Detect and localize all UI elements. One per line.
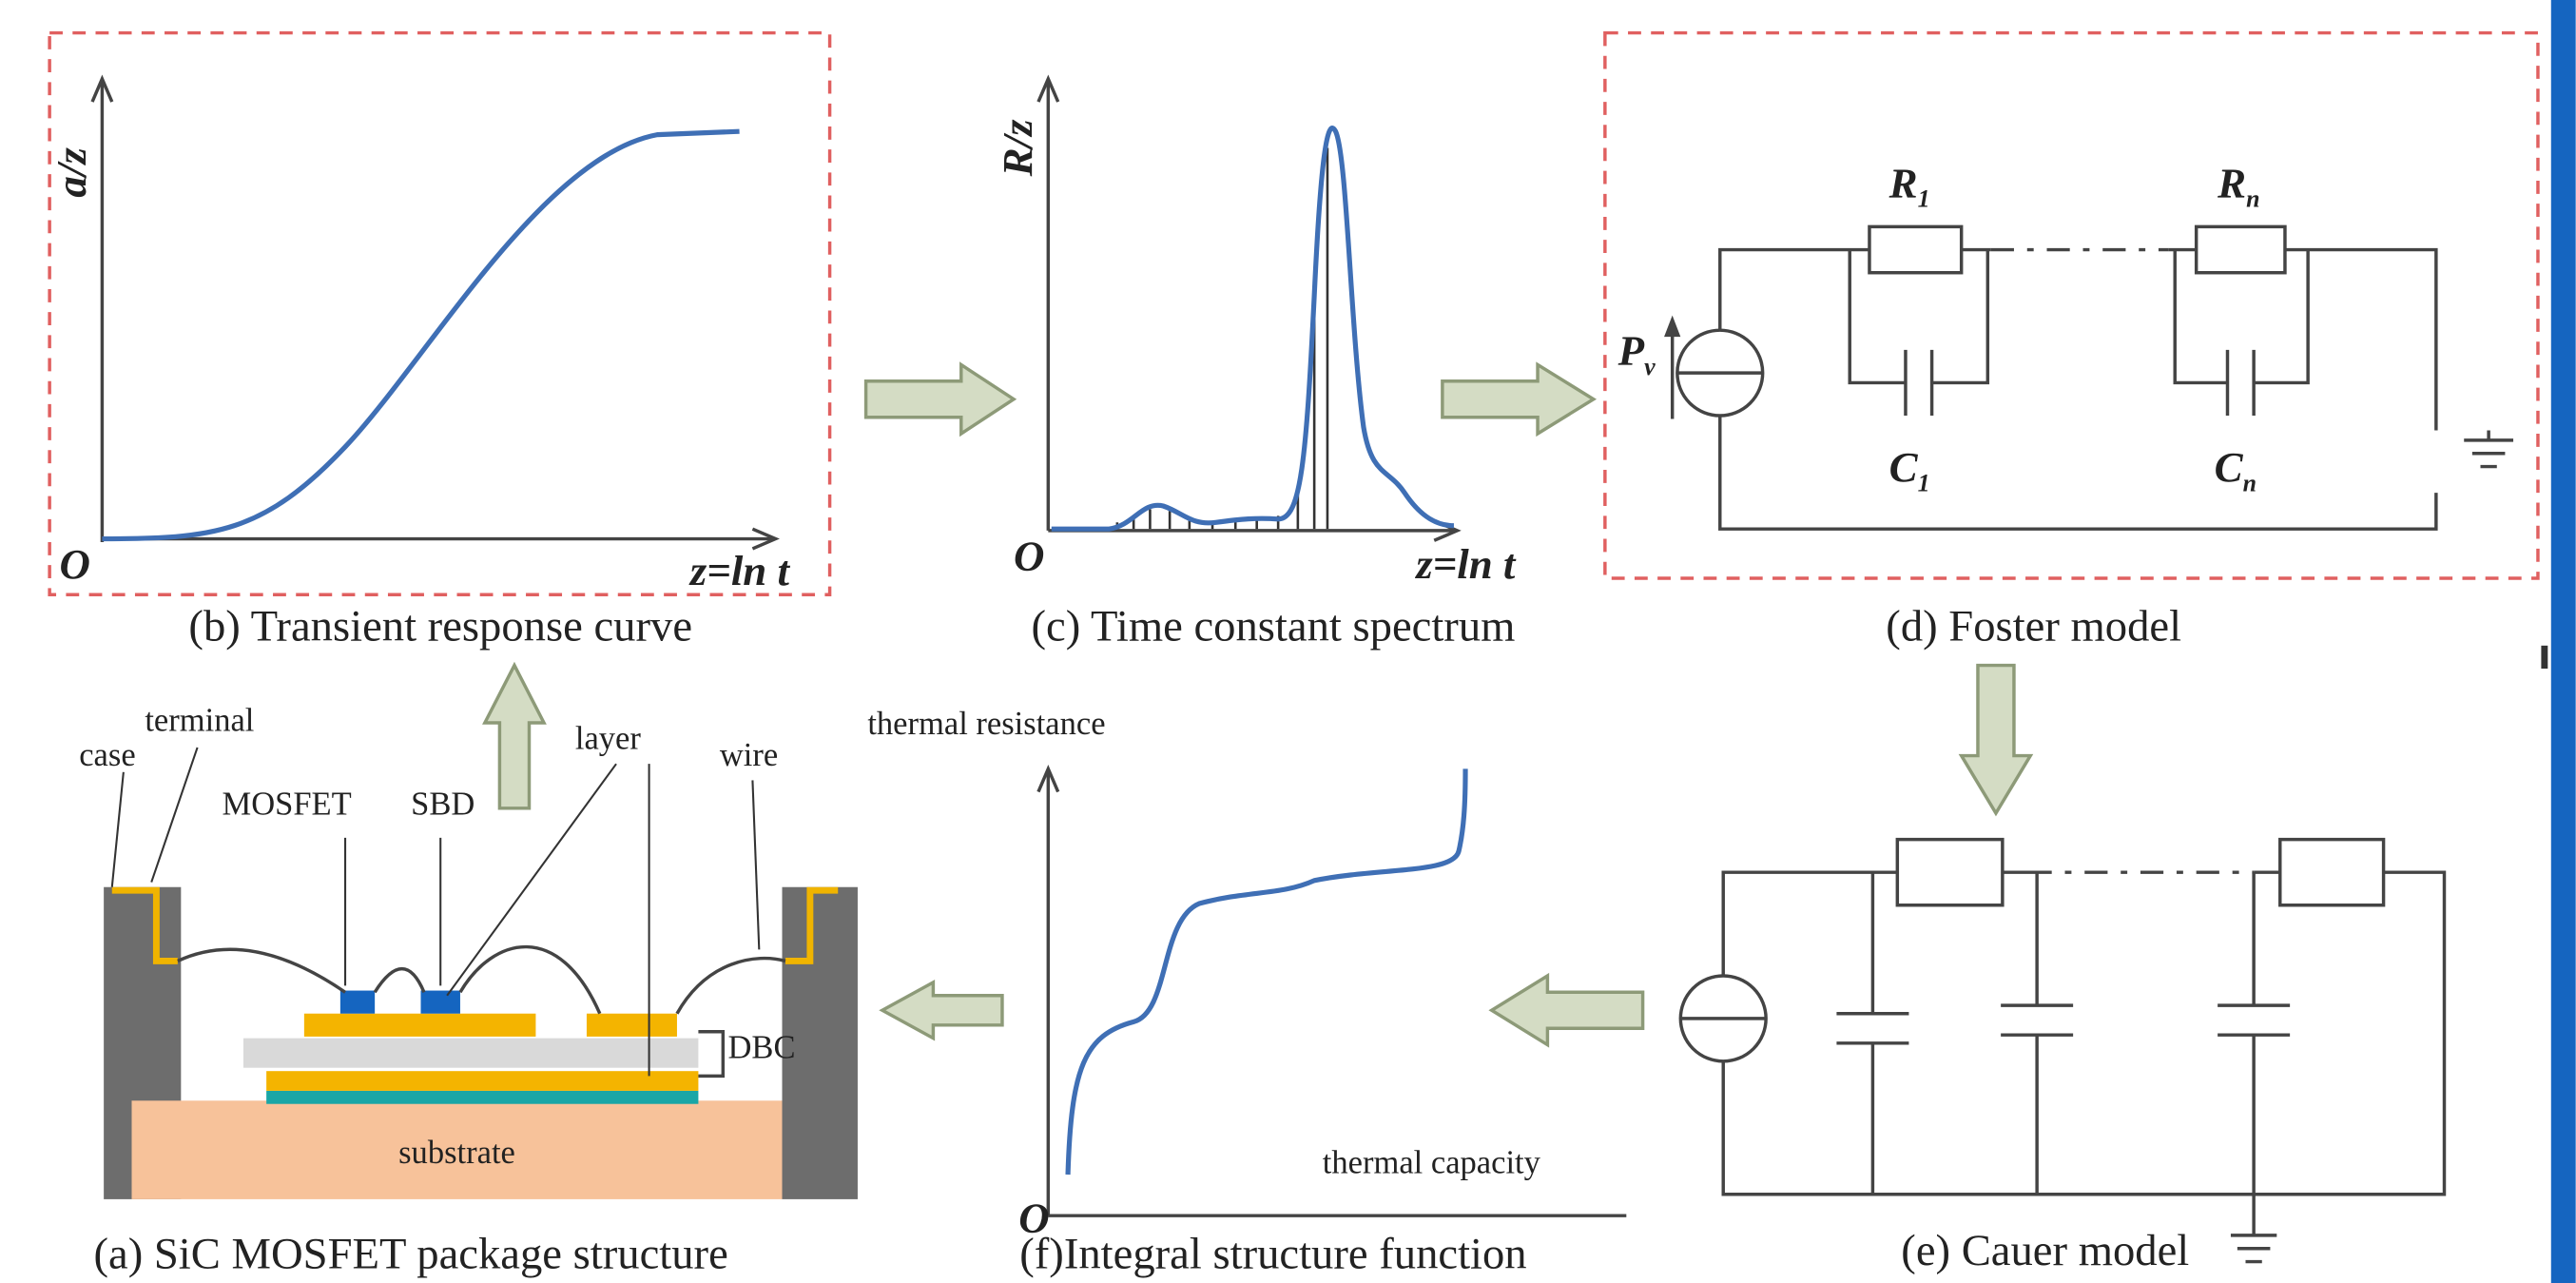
part-label: DBC	[728, 1029, 796, 1065]
part-label: layer	[575, 721, 642, 757]
capacitor-label-part: n	[2243, 469, 2256, 496]
panel-a-part	[586, 1013, 677, 1037]
capacitor-label: Cn	[2215, 443, 2256, 496]
y-axis-label: thermal resistance	[867, 706, 1105, 742]
panel-b-part	[751, 527, 780, 551]
panel-a-part-part	[751, 780, 761, 950]
part-label: substrate	[398, 1135, 515, 1171]
panel-e: (e) Cauer model	[1678, 837, 2447, 1275]
panel-b-part	[90, 74, 114, 103]
source-label-part: P	[1617, 326, 1645, 374]
source-label: Pv	[1617, 326, 1656, 379]
capacitor-label-part: 1	[1918, 469, 1930, 496]
origin-label: O	[60, 540, 90, 588]
x-axis-label: z=ln t	[688, 547, 791, 594]
panel-d-part	[1718, 247, 2438, 531]
caption: (b) Transient response curve	[188, 602, 692, 651]
panel-a: case terminal MOSFET SBD layer wire DBC …	[79, 703, 858, 1278]
caption: (e) Cauer model	[1901, 1226, 2189, 1275]
edge-bar	[2550, 0, 2576, 1283]
panel-c-part	[1051, 126, 1455, 532]
panel-d-part	[1848, 249, 1990, 416]
panel-d-part	[2194, 224, 2287, 275]
panel-a-part-part	[446, 763, 617, 997]
panel-d-part	[1664, 315, 1681, 338]
panel-a-part	[266, 1090, 699, 1104]
y-axis-label: R/z	[994, 119, 1041, 177]
panel-e-part	[2001, 872, 2074, 1195]
panel-a-part	[784, 886, 839, 964]
panel-e-part	[1721, 870, 2447, 1196]
capacitor-label: C1	[1889, 443, 1930, 496]
panel-a-part	[110, 747, 761, 1077]
x-axis-label: thermal capacity	[1323, 1144, 1541, 1180]
panel-d-part	[2173, 249, 2310, 416]
panel-f: thermal resistance thermal capacity O (f…	[867, 706, 1627, 1278]
panel-a-part	[131, 1100, 783, 1199]
panel-e-part	[1895, 837, 2005, 907]
panel-a-part	[420, 990, 460, 1014]
panel-a-part	[111, 886, 178, 964]
resistor-label: Rn	[2217, 159, 2259, 212]
panel-d: Pv R1 Rn C1 Cn (d) Foster model	[1603, 30, 2540, 651]
y-axis-label: a/z	[48, 147, 95, 198]
flow-arrow	[1488, 972, 1645, 1048]
part-label: SBD	[411, 787, 475, 823]
panel-e-part	[2230, 1194, 2277, 1264]
panel-d-part	[2464, 430, 2514, 469]
resistor-label-part: n	[2246, 185, 2259, 213]
panel-a-part-part	[110, 771, 125, 887]
capacitor-label-part: C	[1889, 443, 1919, 491]
capacitor-label-part: C	[2215, 443, 2244, 491]
source-label-part: v	[1644, 353, 1656, 380]
flow-arrow	[1958, 663, 2034, 817]
flow-arrow	[879, 979, 1004, 1041]
caption: (c) Time constant spectrum	[1031, 602, 1515, 651]
panel-b: a/z O z=ln t (b) Transient response curv…	[48, 30, 832, 651]
panel-f-part	[1036, 764, 1060, 793]
panel-c-part	[1036, 74, 1060, 103]
panel-e-part	[2278, 837, 2386, 907]
resistor-label-part: R	[2217, 159, 2246, 206]
panel-a-part	[303, 1013, 536, 1037]
panel-a-part	[242, 1038, 699, 1068]
flow-arrow	[863, 361, 1017, 437]
resistor-label: R1	[1888, 159, 1930, 212]
resistor-label-part: R	[1888, 159, 1918, 206]
part-label: terminal	[145, 703, 254, 739]
x-axis-label: z=ln t	[1414, 540, 1517, 588]
caption: (a) SiC MOSFET package structure	[93, 1229, 727, 1278]
panel-c-part	[1115, 147, 1329, 530]
resistor-label-part: 1	[1918, 185, 1930, 213]
edge-mark	[2541, 645, 2548, 669]
origin-label: O	[1014, 532, 1044, 579]
part-label: case	[79, 737, 135, 773]
flow-arrow	[482, 661, 547, 810]
panel-c: R/z O z=ln t (c) Time constant spectrum	[994, 74, 1517, 651]
caption: (f)Integral structure function	[1019, 1229, 1526, 1278]
origin-label: O	[1018, 1194, 1049, 1241]
panel-f-part	[1065, 768, 1468, 1176]
panel-a-part-part	[150, 747, 199, 883]
panel-a-part	[782, 886, 858, 1199]
part-label: MOSFET	[223, 787, 352, 823]
panel-e-part	[2218, 872, 2291, 1195]
panel-e-part	[1836, 872, 1909, 1195]
flow-arrow	[1441, 361, 1598, 437]
panel-d-part	[1868, 224, 1964, 275]
part-label: wire	[720, 737, 778, 773]
panel-b-part	[48, 30, 832, 596]
caption: (d) Foster model	[1886, 602, 2181, 651]
panel-a-part	[177, 944, 786, 1015]
panel-a-part	[339, 990, 376, 1014]
panel-b-part	[102, 128, 740, 542]
panel-a-part	[698, 1030, 726, 1079]
panel-d-part	[1603, 30, 2540, 580]
panel-a-part	[266, 1071, 699, 1091]
